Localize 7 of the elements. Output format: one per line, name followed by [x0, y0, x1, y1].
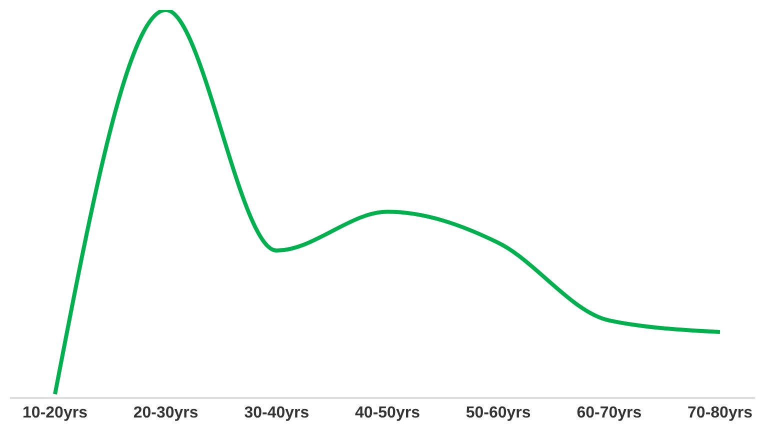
x-tick-label: 40-50yrs [355, 404, 420, 422]
x-tick-label: 20-30yrs [133, 404, 198, 422]
x-tick-label: 10-20yrs [22, 404, 88, 422]
x-tick-label: 70-80yrs [688, 404, 753, 422]
x-tick-label: 60-70yrs [576, 404, 642, 422]
x-tick-label: 30-40yrs [244, 404, 310, 422]
x-tick-label: 50-60yrs [466, 404, 531, 422]
